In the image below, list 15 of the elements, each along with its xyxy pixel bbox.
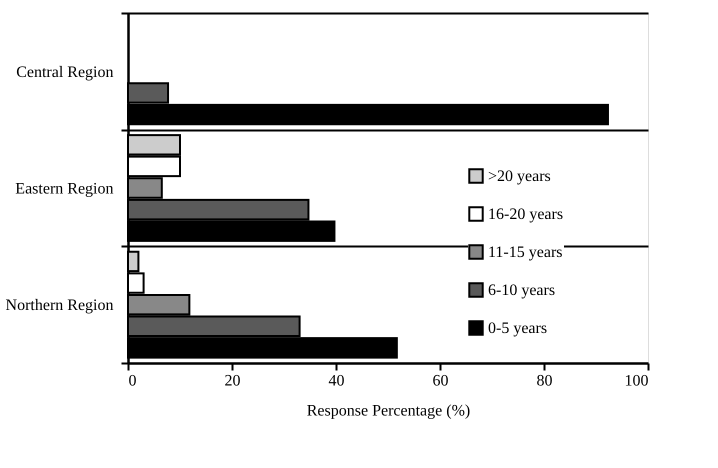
- y-tick-label: Central Region: [16, 64, 114, 81]
- x-tick-label: 80: [536, 372, 552, 390]
- x-tick-label: 60: [432, 372, 448, 390]
- x-tick-label: 40: [328, 372, 344, 390]
- x-axis-title: Response Percentage (%): [306, 402, 470, 420]
- y-tick-label: Northern Region: [6, 297, 114, 314]
- legend-label: 6-10 years: [488, 282, 556, 299]
- x-tick-label: 20: [224, 372, 240, 390]
- x-tick-label: 0: [128, 372, 136, 390]
- legend-label: 11-15 years: [488, 244, 562, 261]
- x-tick-label: 100: [624, 372, 648, 390]
- y-tick-label: Eastern Region: [15, 180, 114, 198]
- legend-label: 16-20 years: [488, 206, 564, 223]
- legend-label: >20 years: [488, 168, 551, 185]
- legend-label: 0-5 years: [488, 320, 548, 337]
